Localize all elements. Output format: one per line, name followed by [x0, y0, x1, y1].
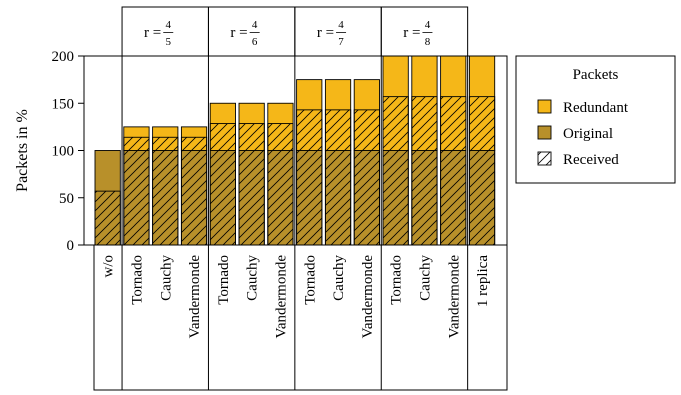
y-tick-label: 0 [67, 238, 75, 254]
bar-received [440, 96, 467, 246]
category-label: Tornado [129, 255, 145, 305]
legend-swatch-redundant [537, 99, 552, 114]
legend-label-redundant: Redundant [563, 100, 629, 116]
y-axis-label: Packets in % [14, 109, 31, 192]
bar-received [152, 136, 179, 246]
group-header-box [121, 6, 209, 57]
legend-swatch-received [537, 151, 552, 166]
group-header-numerator: 4 [425, 19, 431, 31]
group-header-denominator: 6 [252, 36, 258, 48]
bar-received [411, 96, 438, 246]
bar-received [94, 190, 121, 246]
legend-swatch-original [537, 125, 552, 140]
y-tick-label: 150 [52, 96, 75, 112]
category-label: w/o [101, 255, 117, 278]
legend-label-received: Received [563, 152, 619, 168]
legend-label-original: Original [563, 126, 613, 142]
group-header-denominator: 5 [166, 36, 172, 48]
category-label: Tornado [389, 255, 405, 305]
category-label: Tornado [302, 255, 318, 305]
y-tick-label: 50 [59, 191, 74, 207]
category-label: Tornado [216, 255, 232, 305]
y-tick-label: 100 [52, 144, 75, 160]
category-label: 1 replica [475, 255, 491, 307]
group-header-prefix: r = [230, 25, 247, 41]
group-header-box [294, 6, 382, 57]
group-header-denominator: 7 [338, 36, 344, 48]
y-tick-label: 200 [52, 49, 75, 65]
legend-title: Packets [573, 67, 619, 83]
category-label: Vandermonde [446, 255, 462, 339]
bar-received [123, 136, 150, 246]
group-header-numerator: 4 [338, 19, 344, 31]
bar-received [180, 136, 208, 246]
group-header-box [207, 6, 296, 57]
category-label: Cauchy [331, 255, 347, 301]
category-label: Cauchy [245, 255, 261, 301]
group-header-denominator: 8 [425, 36, 431, 48]
bar-received [382, 96, 409, 246]
category-label-frame [93, 244, 508, 391]
bar-received [296, 109, 323, 246]
group-header-box [380, 6, 469, 57]
bar-received [267, 123, 294, 246]
group-header-prefix: r = [317, 25, 334, 41]
bar-received [468, 96, 496, 246]
category-label: Cauchy [417, 255, 433, 301]
category-label: Vandermonde [360, 255, 376, 339]
group-header-prefix: r = [403, 25, 420, 41]
category-label: Vandermonde [187, 255, 203, 339]
bar-received [209, 123, 236, 246]
group-header-prefix: r = [144, 25, 161, 41]
group-header-numerator: 4 [166, 19, 172, 31]
bar-received [238, 123, 265, 246]
category-label: Vandermonde [273, 255, 289, 339]
group-header-numerator: 4 [252, 19, 258, 31]
category-label: Cauchy [158, 255, 174, 301]
bar-received [324, 109, 352, 246]
bar-received [353, 109, 380, 246]
